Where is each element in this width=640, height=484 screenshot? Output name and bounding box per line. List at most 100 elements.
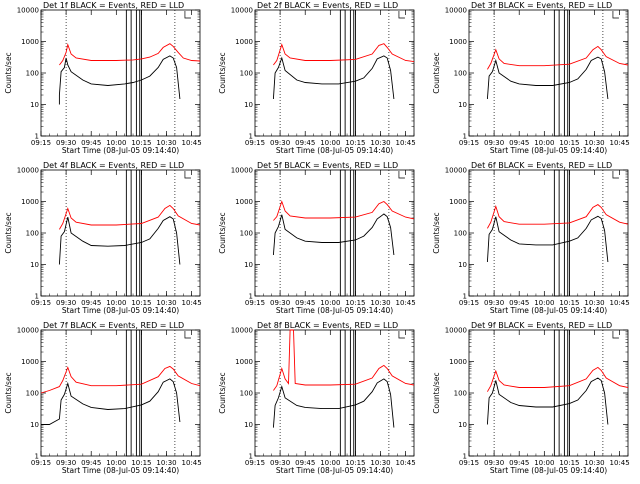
- interval-marker: [349, 169, 355, 297]
- x-tick-label: 09:45: [295, 139, 315, 147]
- x-tick-label: 10:15: [131, 459, 151, 467]
- panel-title: Det 7f BLACK = Events, RED = LLD: [43, 321, 184, 330]
- y-axis-label: Counts/sec: [432, 52, 441, 93]
- y-tick-label: 10000: [231, 327, 253, 335]
- y-tick-label: 10000: [17, 7, 39, 15]
- y-tick-label: 1: [463, 453, 467, 461]
- x-tick-label: 10:45: [182, 139, 202, 147]
- y-tick-label: 100: [240, 390, 253, 398]
- x-tick-label: 09:15: [245, 459, 265, 467]
- x-tick-label: 10:15: [131, 139, 151, 147]
- series-line-lld: [273, 329, 415, 391]
- x-tick-label: 10:00: [320, 299, 340, 307]
- x-tick-label: 09:15: [459, 459, 479, 467]
- y-axis-label: Counts/sec: [218, 212, 227, 253]
- chart-panel-8: 1 10 100 1000 10000 09:15 09:30 09:45 10:00 10:15…: [218, 321, 416, 475]
- interval-marker: [125, 9, 132, 137]
- x-tick-label: 09:30: [270, 139, 290, 147]
- x-tick-label: 09:30: [270, 299, 290, 307]
- x-tick-label: 10:15: [559, 299, 579, 307]
- x-tick-label: 10:15: [345, 299, 365, 307]
- plot-frame: [468, 169, 629, 297]
- y-tick-label: 1: [249, 453, 253, 461]
- interval-marker: [135, 169, 141, 297]
- x-tick-label: 09:45: [81, 139, 101, 147]
- x-tick-label: 10:30: [584, 139, 604, 147]
- y-tick-label: 10: [30, 101, 39, 109]
- y-tick-label: 10: [244, 261, 253, 269]
- y-tick-label: 100: [26, 70, 39, 78]
- y-tick-label: 100: [240, 70, 253, 78]
- x-tick-label: 09:45: [81, 459, 101, 467]
- panel-title: Det 5f BLACK = Events, RED = LLD: [257, 161, 398, 170]
- chart-panel-3: 1 10 100 1000 10000 09:15 09:30 09:45 10:00 10:15…: [432, 1, 630, 155]
- x-tick-label: 10:00: [106, 299, 126, 307]
- y-tick-label: 1000: [235, 358, 253, 366]
- x-tick-label: 09:15: [31, 299, 51, 307]
- interval-marker: [125, 329, 132, 457]
- y-axis-label: Counts/sec: [218, 52, 227, 93]
- y-tick-label: 10: [30, 261, 39, 269]
- x-tick-label: 10:30: [156, 459, 176, 467]
- x-tick-label: 09:30: [56, 459, 76, 467]
- plot-frame: [40, 9, 201, 137]
- y-tick-label: 1: [463, 293, 467, 301]
- x-tick-label: 10:30: [370, 299, 390, 307]
- x-tick-label: 10:00: [534, 139, 554, 147]
- series-line-lld: [487, 366, 629, 392]
- interval-marker: [125, 169, 132, 297]
- y-tick-label: 100: [26, 390, 39, 398]
- interval-marker: [135, 329, 141, 457]
- y-tick-label: 1: [35, 133, 39, 141]
- x-tick-label: 09:45: [509, 459, 529, 467]
- x-tick-label: 10:30: [370, 139, 390, 147]
- x-tick-label: 09:30: [484, 139, 504, 147]
- panel-title: Det 4f BLACK = Events, RED = LLD: [43, 161, 184, 170]
- step-marker: [612, 171, 619, 179]
- y-axis-label: Counts/sec: [4, 52, 13, 93]
- x-tick-label: 09:15: [245, 139, 265, 147]
- series-line-events: [41, 378, 181, 425]
- series-line-lld: [487, 204, 629, 229]
- x-tick-label: 09:45: [295, 459, 315, 467]
- y-tick-label: 1: [35, 293, 39, 301]
- interval-marker: [135, 9, 141, 137]
- series-line-lld: [487, 45, 629, 70]
- series-line-lld: [273, 43, 415, 66]
- y-tick-label: 10000: [445, 7, 467, 15]
- series-line-events: [272, 55, 395, 100]
- interval-marker: [563, 169, 569, 297]
- x-tick-label: 10:30: [156, 139, 176, 147]
- x-tick-label: 09:45: [295, 299, 315, 307]
- series-line-lld: [59, 42, 201, 66]
- x-axis-label: Start Time (08-Jul-05 09:14:40): [276, 306, 393, 315]
- x-tick-label: 10:45: [610, 139, 630, 147]
- x-tick-label: 09:30: [484, 459, 504, 467]
- y-axis-label: Counts/sec: [4, 212, 13, 253]
- step-marker: [398, 171, 405, 179]
- x-tick-label: 10:45: [396, 139, 416, 147]
- panel-title: Det 1f BLACK = Events, RED = LLD: [43, 1, 184, 10]
- x-tick-label: 09:30: [484, 299, 504, 307]
- step-marker: [612, 331, 619, 339]
- y-tick-label: 100: [240, 230, 253, 238]
- x-axis-label: Start Time (08-Jul-05 09:14:40): [490, 306, 607, 315]
- plot-frame: [468, 9, 629, 137]
- series-line-lld: [59, 204, 201, 230]
- y-tick-label: 1000: [21, 38, 39, 46]
- y-tick-label: 100: [454, 390, 467, 398]
- y-tick-label: 1: [249, 293, 253, 301]
- y-tick-label: 10000: [17, 327, 39, 335]
- y-tick-label: 100: [454, 230, 467, 238]
- x-axis-label: Start Time (08-Jul-05 09:14:40): [490, 466, 607, 475]
- panel-title: Det 3f BLACK = Events, RED = LLD: [471, 1, 612, 10]
- x-tick-label: 10:45: [396, 459, 416, 467]
- x-tick-label: 10:00: [534, 459, 554, 467]
- series-line-events: [58, 55, 181, 105]
- y-tick-label: 1: [35, 453, 39, 461]
- y-axis-label: Counts/sec: [432, 372, 441, 413]
- y-tick-label: 10000: [231, 167, 253, 175]
- step-marker: [612, 11, 619, 19]
- x-tick-label: 09:30: [270, 459, 290, 467]
- x-tick-label: 10:15: [559, 459, 579, 467]
